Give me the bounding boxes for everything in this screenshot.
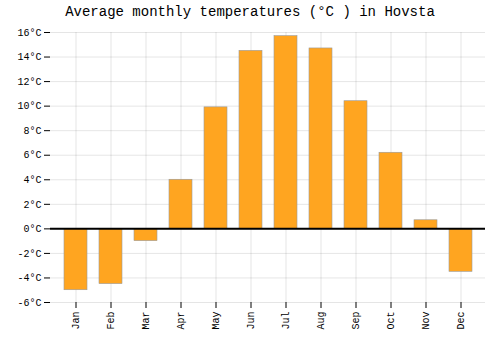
svg-text:Jun: Jun	[246, 312, 257, 330]
svg-text:-2°C: -2°C	[17, 249, 41, 260]
svg-text:Aug: Aug	[316, 312, 327, 330]
svg-text:May: May	[211, 312, 222, 330]
svg-text:10°C: 10°C	[17, 101, 41, 112]
svg-text:8°C: 8°C	[23, 126, 41, 137]
svg-text:-4°C: -4°C	[17, 273, 41, 284]
svg-text:6°C: 6°C	[23, 150, 41, 161]
svg-text:Nov: Nov	[421, 312, 432, 330]
svg-text:12°C: 12°C	[17, 77, 41, 88]
svg-text:0°C: 0°C	[23, 224, 41, 235]
svg-text:14°C: 14°C	[17, 52, 41, 63]
svg-text:4°C: 4°C	[23, 175, 41, 186]
svg-text:Jan: Jan	[71, 312, 82, 330]
svg-text:16°C: 16°C	[17, 28, 41, 39]
svg-text:2°C: 2°C	[23, 200, 41, 211]
svg-text:Oct: Oct	[386, 312, 397, 330]
svg-text:Sep: Sep	[351, 312, 362, 330]
svg-text:Dec: Dec	[456, 312, 467, 330]
svg-text:-6°C: -6°C	[17, 298, 41, 309]
svg-text:Jul: Jul	[281, 312, 292, 330]
svg-text:Mar: Mar	[141, 312, 152, 330]
svg-text:Feb: Feb	[106, 312, 117, 330]
html-text:Average monthly temperatures (: Average monthly temperatures (°C ) in Ho…	[65, 4, 435, 20]
svg-text:Apr: Apr	[176, 312, 187, 330]
